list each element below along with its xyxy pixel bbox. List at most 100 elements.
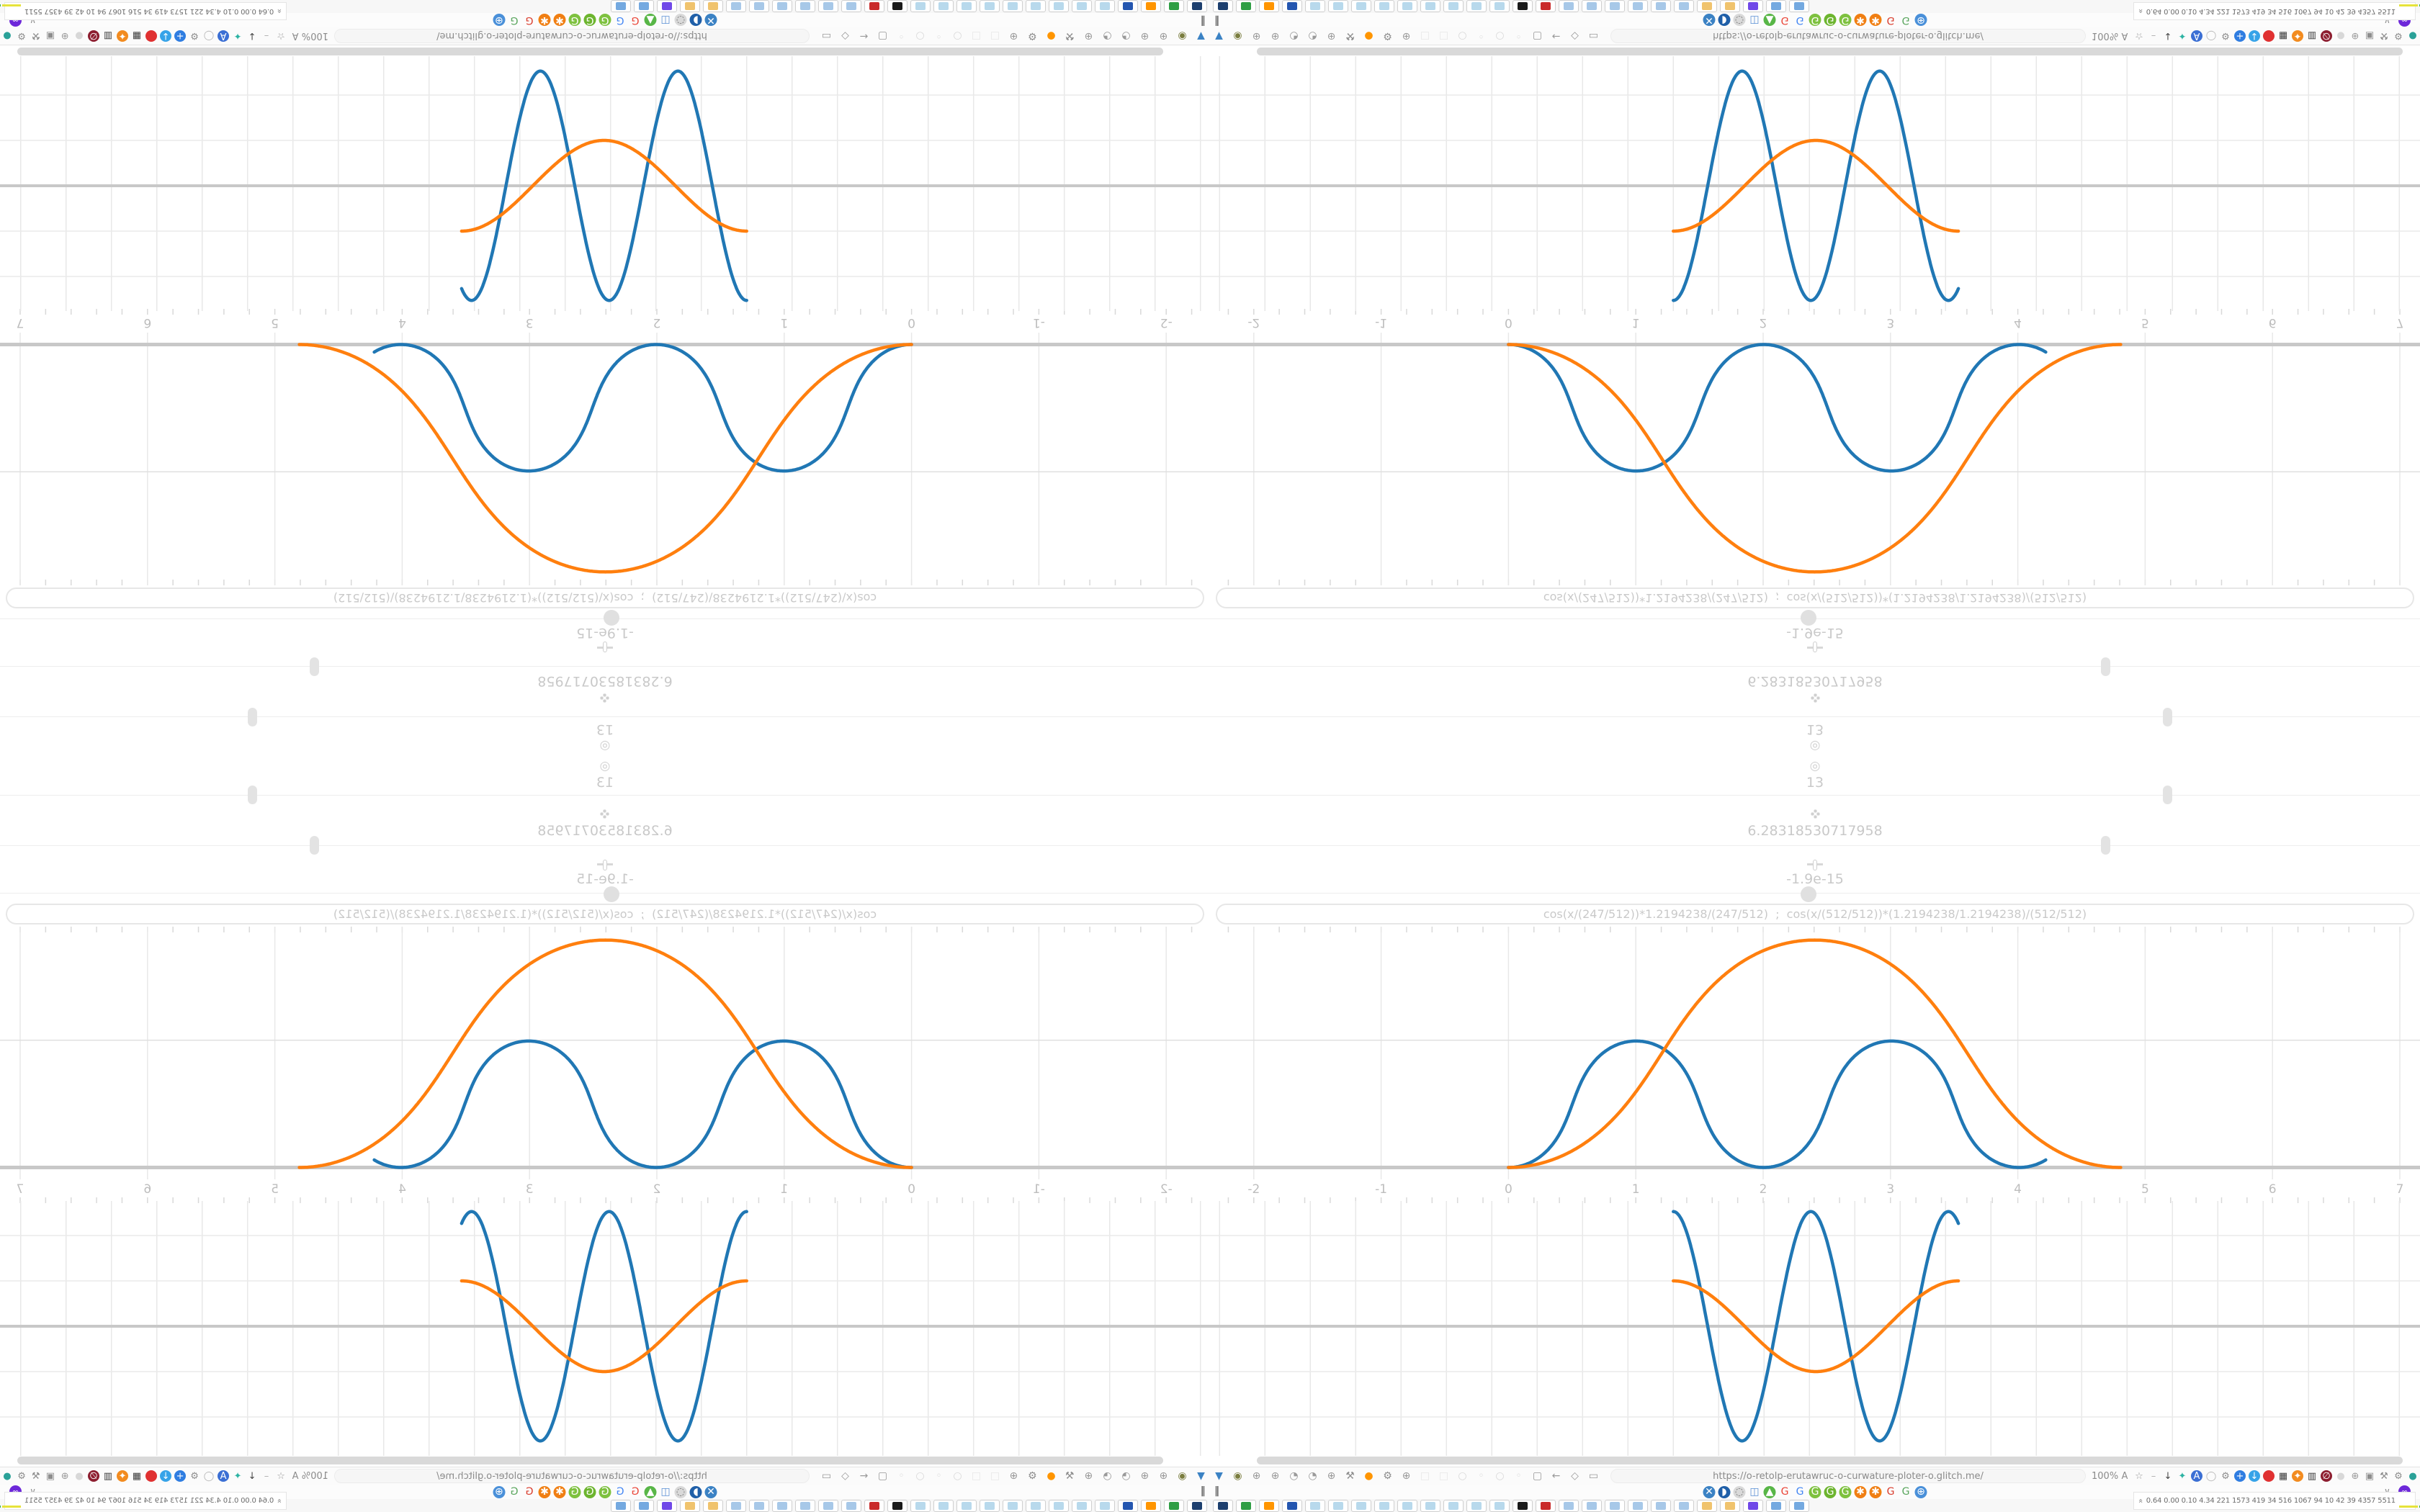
tab-notepad[interactable] <box>980 0 1000 13</box>
egg-extension-icon[interactable]: ● <box>75 1470 84 1482</box>
trash-icon[interactable]: ▦ <box>132 1470 142 1482</box>
ghost-button[interactable]: ◦ <box>1515 30 1522 42</box>
ghost-button[interactable]: ◦ <box>898 1470 905 1482</box>
pulldown-circle-icon[interactable]: ↓ <box>160 30 171 42</box>
noscript-shield-icon[interactable]: ∅ <box>88 1470 99 1482</box>
curvature-plot-canvas[interactable] <box>0 1197 1210 1465</box>
dpad-icon[interactable] <box>1210 693 2420 704</box>
tab-table[interactable] <box>795 0 815 13</box>
tab-notepad[interactable] <box>1351 0 1371 13</box>
green-g-bookmark-icon[interactable]: G <box>1809 14 1821 27</box>
noscript-shield-icon[interactable]: ∅ <box>2321 1470 2332 1482</box>
record-circle-icon[interactable] <box>2263 30 2275 42</box>
green-g-bookmark-icon[interactable]: G <box>583 14 596 27</box>
reader-mode-icon[interactable]: A <box>292 1470 299 1482</box>
egg-extension-icon[interactable]: ● <box>2336 30 2345 42</box>
tab-screenshot-tool[interactable] <box>1213 0 1233 13</box>
globe-icon[interactable]: ⊕ <box>1159 1470 1168 1482</box>
globe-pencil-bookmark-icon[interactable]: ⊕ <box>493 1485 506 1498</box>
tab-notepad[interactable] <box>910 0 931 13</box>
separator-dash[interactable]: – <box>2151 30 2156 42</box>
compass-extension-icon[interactable]: ✦ <box>117 30 128 42</box>
ghost-button[interactable]: ○ <box>953 1470 962 1482</box>
wrench-icon[interactable]: ⚒ <box>1065 30 1075 42</box>
tab-docs[interactable] <box>1766 1499 1786 1512</box>
tab-notepad[interactable] <box>980 1499 1000 1512</box>
tab-table[interactable] <box>1651 0 1671 13</box>
tab-notepad[interactable] <box>1095 1499 1115 1512</box>
tab-notepad[interactable] <box>1305 1499 1325 1512</box>
tab-notepad[interactable] <box>1072 1499 1092 1512</box>
gear-bookmark-icon[interactable]: ✱ <box>553 14 566 27</box>
horizontal-scrollbar[interactable] <box>17 48 1163 55</box>
oval-extension-icon[interactable]: ◯ <box>203 30 215 42</box>
tab-notepad[interactable] <box>1026 1499 1046 1512</box>
cube-bookmark-icon[interactable]: ◫ <box>1749 1486 1760 1498</box>
back-icon[interactable]: ← <box>1551 30 1561 42</box>
tab-notepad[interactable] <box>1305 0 1325 13</box>
download-icon[interactable]: ↓ <box>2164 1470 2172 1482</box>
tab-notepad-orange[interactable] <box>1697 1499 1717 1512</box>
lock-icon[interactable]: ▭ <box>821 30 832 42</box>
puzzle-icon[interactable]: ▣ <box>45 1470 55 1482</box>
grill-extension-icon[interactable]: ▥ <box>103 30 113 42</box>
globe-icon[interactable]: ⊕ <box>2351 30 2360 42</box>
tab-notepad[interactable] <box>1489 0 1510 13</box>
trash-icon[interactable]: ▦ <box>132 30 142 42</box>
comet-bookmark-icon[interactable]: ◗ <box>1718 1485 1731 1498</box>
gear-icon[interactable]: ⚙ <box>1383 1470 1392 1482</box>
ghost-button[interactable]: ○ <box>915 30 925 42</box>
collapse-chevron-icon[interactable]: « <box>274 1498 284 1503</box>
slider-icon[interactable] <box>0 858 1210 870</box>
slider-track[interactable] <box>0 786 1210 804</box>
globe-pencil-bookmark-icon[interactable]: ⊕ <box>1914 1485 1927 1498</box>
globe-icon[interactable]: ⊕ <box>1252 30 1261 42</box>
tab-red-badge[interactable] <box>1536 1499 1556 1512</box>
folder-icon[interactable]: ▢ <box>1532 1470 1543 1482</box>
mail-bookmark-icon[interactable]: ✕ <box>1703 14 1716 27</box>
mail-bookmark-icon[interactable]: ✕ <box>704 14 717 27</box>
tab-notepad-orange[interactable] <box>1720 0 1740 13</box>
tab-notepad[interactable] <box>956 0 977 13</box>
url-bar[interactable]: https://o-retolp-erutawruc-o-curwature-p… <box>1610 29 2086 43</box>
tab-terminal[interactable] <box>1164 1499 1184 1512</box>
slider-icon[interactable] <box>1210 642 2420 654</box>
tab-notepad-orange[interactable] <box>680 1499 700 1512</box>
curvature-plot-canvas[interactable] <box>1210 1197 2420 1465</box>
globe-icon[interactable]: ⊕ <box>1009 30 1018 42</box>
slider-track[interactable] <box>0 836 1210 855</box>
oval-extension-icon[interactable]: ◯ <box>2205 1470 2217 1482</box>
tab-ghost[interactable] <box>887 1499 908 1512</box>
tab-docs[interactable] <box>611 1499 631 1512</box>
google-bookmark-icon[interactable]: G <box>616 1486 624 1498</box>
tab-docs[interactable] <box>611 0 631 13</box>
tab-notepad[interactable] <box>1026 0 1046 13</box>
green-g-bookmark-icon[interactable]: G <box>583 1485 596 1498</box>
google-bookmark-icon[interactable]: G <box>1780 14 1789 26</box>
tab-table[interactable] <box>1628 0 1648 13</box>
egg-extension-icon[interactable]: ● <box>75 30 84 42</box>
tab-notepad[interactable] <box>1397 0 1417 13</box>
wrench-icon[interactable]: ⚒ <box>1065 1470 1075 1482</box>
status-dot[interactable]: ● <box>3 30 12 42</box>
slider-track[interactable] <box>0 610 1210 626</box>
reader-mode-icon[interactable]: A <box>2121 30 2128 42</box>
add-circle-icon[interactable]: + <box>2234 30 2246 42</box>
tab-table[interactable] <box>841 0 861 13</box>
trash-icon[interactable]: ▦ <box>2278 1470 2288 1482</box>
tab-notepad[interactable] <box>1466 1499 1487 1512</box>
slider-icon[interactable] <box>1210 858 2420 870</box>
ghost-button[interactable]: ○ <box>1495 30 1505 42</box>
collapse-chevron-icon[interactable]: « <box>274 9 284 14</box>
google-bookmark-icon[interactable]: G <box>1886 14 1895 26</box>
add-circle-icon[interactable]: + <box>2234 1470 2246 1482</box>
google-bookmark-icon[interactable]: G <box>1901 14 1910 26</box>
globe-pencil-bookmark-icon[interactable]: ⊕ <box>493 14 506 27</box>
wrench-icon[interactable]: ⚒ <box>2380 30 2388 42</box>
gauge-icon[interactable]: ◔ <box>1308 1470 1317 1482</box>
gear-bookmark-icon[interactable]: ✱ <box>1854 14 1867 27</box>
tab-screenshot-tool[interactable] <box>1187 0 1207 13</box>
gear-icon[interactable]: ⚙ <box>17 30 26 42</box>
download-icon[interactable]: ↓ <box>2164 30 2172 42</box>
curve-plot-canvas[interactable]: -2 -1 0 1 2 3 4 5 6 7 <box>0 927 1210 1197</box>
